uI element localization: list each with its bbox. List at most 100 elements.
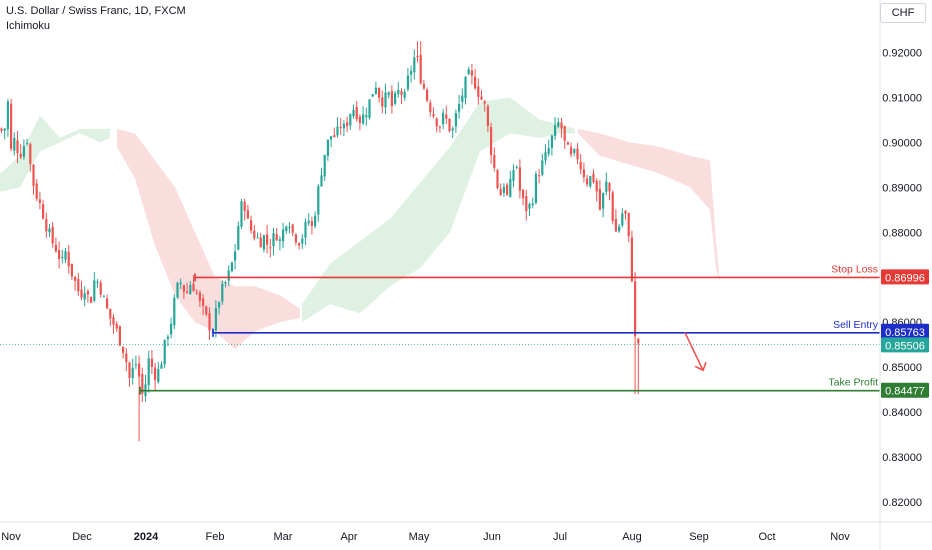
candle-body — [294, 234, 297, 243]
candle-body — [262, 235, 265, 250]
candle-body — [518, 167, 521, 191]
price-tag-4 — [881, 382, 929, 398]
candle-body — [83, 293, 86, 300]
candle-body — [192, 283, 195, 292]
candle-body — [198, 292, 201, 301]
trade-levels: Stop Loss Sell Entry Take Profit — [0, 263, 880, 395]
candle-body — [310, 221, 313, 226]
candle-body — [515, 166, 518, 168]
x-tick-label: Apr — [340, 531, 357, 543]
candle-body — [301, 238, 304, 244]
y-tick-label: 0.91000 — [882, 92, 922, 104]
candle-body — [582, 169, 585, 178]
candle-body — [522, 189, 525, 199]
candle-body — [45, 219, 48, 232]
candle-body — [595, 180, 598, 192]
candle-body — [506, 184, 509, 195]
candle-body — [560, 122, 563, 129]
arrow-shaft — [684, 332, 704, 371]
candle-body — [458, 103, 461, 112]
candle-body — [125, 353, 128, 363]
candle-body — [442, 112, 445, 125]
candle-body — [630, 237, 633, 282]
candle-body — [346, 122, 349, 127]
candle-body — [138, 363, 141, 377]
candle-body — [349, 114, 352, 126]
candle-body — [109, 308, 112, 319]
x-tick-label: Nov — [1, 531, 21, 543]
candle-body — [493, 154, 496, 168]
candle-body — [422, 83, 425, 89]
candle-body — [624, 210, 627, 214]
candle-body — [70, 263, 73, 277]
candle-body — [557, 122, 560, 127]
candle-body — [614, 219, 617, 232]
candle-body — [374, 87, 377, 94]
candle-body — [339, 127, 342, 129]
candle-body — [61, 257, 64, 258]
price-tag-text-4: 0.84477 — [885, 386, 925, 398]
candle-body — [502, 186, 505, 193]
candle-body — [237, 225, 240, 250]
candle-body — [35, 183, 38, 199]
candle-body — [464, 76, 467, 99]
candle-body — [474, 77, 477, 89]
candle-body — [547, 148, 550, 154]
candle-body — [605, 181, 608, 192]
candle-body — [496, 170, 499, 188]
candle-body — [176, 282, 179, 298]
candle-body — [483, 101, 486, 104]
price-tag-text-1: 0.86996 — [885, 272, 925, 284]
candle-body — [163, 339, 166, 365]
candle-body — [86, 291, 89, 295]
candle-body — [298, 243, 301, 246]
candle-body — [358, 116, 361, 124]
candle-body — [477, 86, 480, 97]
candle-body — [227, 270, 230, 281]
candle-body — [365, 115, 368, 118]
y-tick-label: 0.88000 — [882, 227, 922, 239]
candle-body — [602, 193, 605, 209]
candle-body — [0, 128, 3, 131]
candle-body — [291, 224, 294, 233]
candle-body — [246, 210, 249, 219]
candles — [0, 41, 640, 442]
time-axis[interactable]: Nov Dec 2024 Feb Mar Apr May Jun Jul Aug Sep Oct Nov — [1, 531, 850, 543]
candle-body — [160, 364, 163, 369]
x-tick-label: Jul — [553, 531, 567, 543]
x-tick-label: Aug — [622, 531, 642, 543]
candle-body — [355, 107, 358, 120]
candle-body — [282, 229, 285, 242]
candle-body — [470, 70, 473, 76]
price-tag-text-3: 0.85506 — [885, 340, 925, 352]
forecast-arrow — [684, 332, 707, 372]
candle-body — [371, 94, 374, 97]
candle-body — [579, 161, 582, 170]
candle-body — [573, 149, 576, 153]
currency-selector[interactable]: CHF — [880, 3, 926, 23]
price-tag-3 — [881, 337, 929, 353]
candle-body — [634, 281, 637, 337]
candle-body — [608, 183, 611, 192]
candle-body — [170, 323, 173, 335]
candle-body — [618, 226, 621, 232]
candle-body — [99, 282, 102, 295]
candle-body — [243, 202, 246, 211]
candle-body — [525, 196, 528, 211]
candle-body — [416, 56, 419, 57]
candle-body — [275, 234, 278, 241]
candle-body — [278, 239, 281, 241]
candle-body — [333, 135, 336, 137]
price-tag-2 — [881, 323, 929, 339]
candle-body — [342, 123, 345, 129]
candle-body — [186, 291, 189, 293]
indicator-label[interactable]: Ichimoku — [6, 20, 51, 32]
y-tick-label: 0.92000 — [882, 47, 922, 59]
candle-body — [448, 118, 451, 132]
level-label-2: Sell Entry — [833, 319, 879, 331]
x-tick-label: Sep — [689, 531, 709, 543]
candle-body — [435, 118, 438, 127]
candle-body — [218, 302, 221, 308]
candle-body — [534, 174, 537, 203]
